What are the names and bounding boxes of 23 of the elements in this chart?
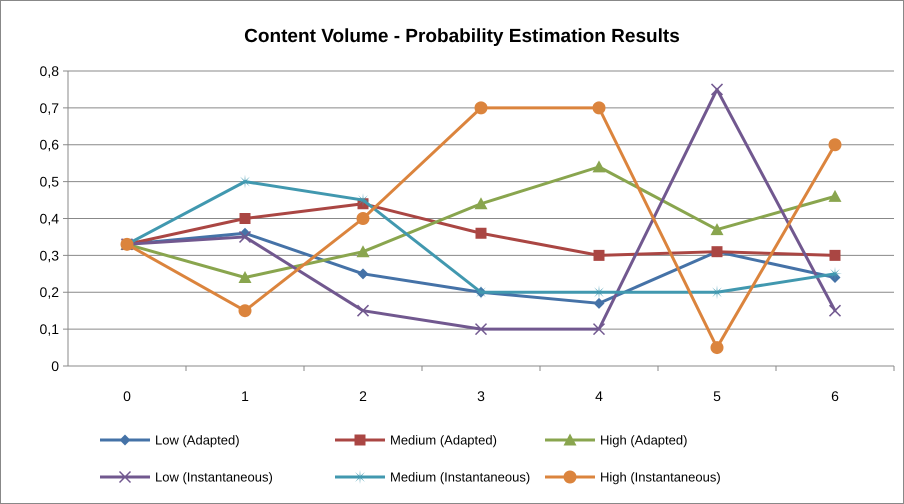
y-tick-label: 0	[51, 358, 60, 374]
x-tick-label: 0	[123, 388, 132, 404]
legend-label: High (Instantaneous)	[600, 470, 721, 485]
x-tick-label: 5	[713, 388, 722, 404]
y-tick-label: 0,8	[40, 62, 60, 79]
y-tick-label: 0,3	[40, 247, 60, 264]
y-tick-label: 0,6	[40, 136, 60, 153]
y-tick-label: 0,5	[40, 174, 60, 190]
legend-label: Medium (Instantaneous)	[390, 470, 530, 485]
legend-label: Medium (Adapted)	[390, 432, 497, 448]
y-tick-label: 0,4	[40, 210, 60, 226]
legend-label: Low (Adapted)	[155, 432, 240, 448]
x-tick-label: 1	[241, 388, 250, 404]
y-tick-label: 0,7	[40, 100, 60, 116]
chart-title: Content Volume - Probability Estimation Results	[244, 26, 680, 47]
legend-label: Low (Instantaneous)	[155, 470, 273, 485]
y-tick-label: 0,1	[40, 321, 60, 338]
x-tick-label: 4	[595, 388, 604, 404]
y-tick-label: 0,2	[40, 284, 60, 300]
x-tick-label: 2	[359, 388, 368, 404]
legend-label: High (Adapted)	[600, 432, 688, 448]
x-tick-label: 6	[831, 388, 840, 404]
x-tick-label: 3	[477, 388, 486, 404]
